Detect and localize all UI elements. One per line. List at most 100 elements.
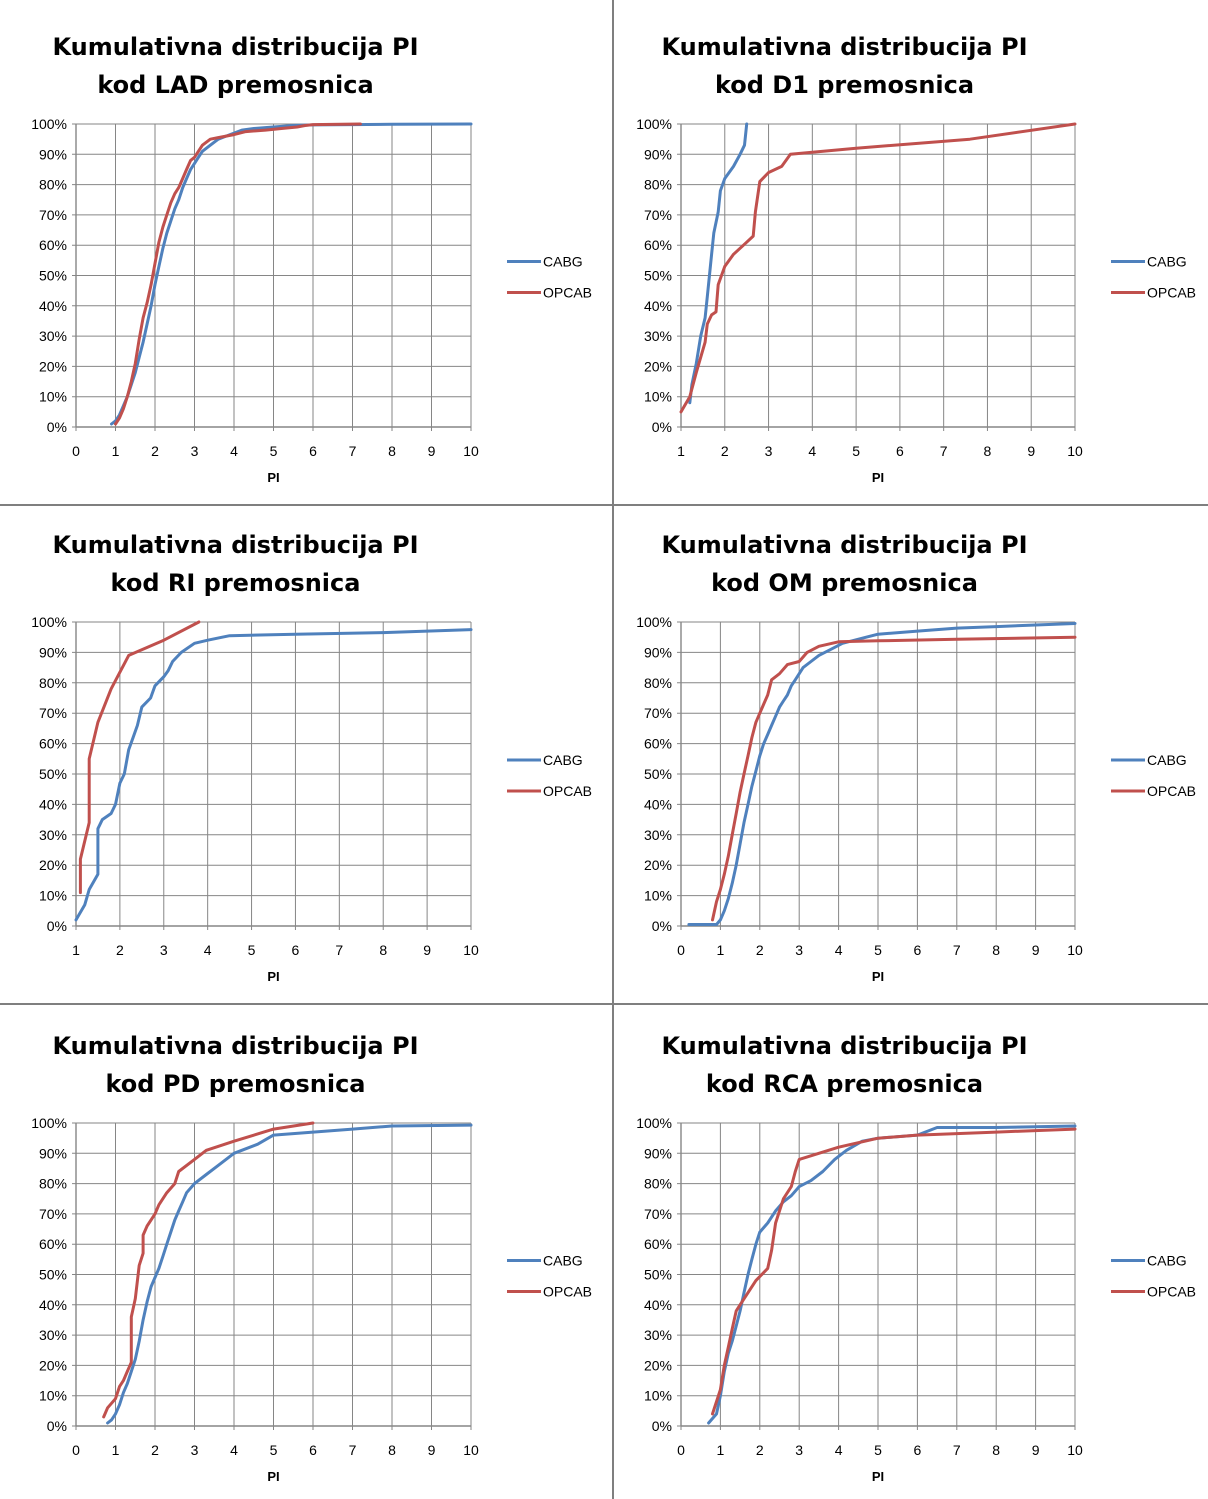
x-tick-label: 8 [379, 942, 387, 958]
y-tick-label: 90% [39, 1145, 67, 1161]
x-tick-label: 8 [388, 1442, 396, 1458]
x-tick-label: 10 [463, 1442, 479, 1458]
x-tick-label: 3 [191, 1442, 199, 1458]
y-tick-label: 50% [39, 1267, 67, 1283]
x-tick-label: 7 [349, 1442, 357, 1458]
chart-ri: Kumulativna distribucija PI kod RI premo… [0, 506, 612, 1003]
x-tick-label: 4 [230, 1442, 238, 1458]
series-line-cabg [110, 122, 473, 426]
y-tick-label: 70% [644, 207, 672, 223]
y-tick-label: 30% [644, 1327, 672, 1343]
y-tick-label: 0% [652, 918, 672, 934]
y-tick-label: 20% [644, 857, 672, 873]
x-tick-label: 5 [852, 443, 860, 459]
x-tick-label: 2 [116, 942, 124, 958]
y-tick-label: 60% [39, 736, 67, 752]
chart-plot: 0 1 2 3 4 5 6 7 8 9 100%10%20%30%40%50%60%70%80%90… [31, 116, 592, 485]
y-tick-label: 40% [39, 298, 67, 314]
x-tick-label: 4 [808, 443, 816, 459]
y-tick-label: 80% [644, 675, 672, 691]
y-tick-label: 20% [644, 1357, 672, 1373]
x-tick-label: 9 [423, 942, 431, 958]
y-tick-label: 40% [644, 796, 672, 812]
y-tick-label: 50% [39, 766, 67, 782]
x-tick-label: 10 [1067, 443, 1083, 459]
y-tick-label: 40% [39, 796, 67, 812]
x-tick-label: 4 [835, 1442, 843, 1458]
legend-label: CABG [543, 1253, 583, 1269]
x-tick-label: 2 [151, 1442, 159, 1458]
x-tick-label: 9 [428, 443, 436, 459]
chart-om: Kumulativna distribucija PI kod OM premo… [614, 506, 1208, 1003]
y-tick-label: 60% [644, 736, 672, 752]
x-tick-label: 8 [388, 443, 396, 459]
y-tick-label: 10% [39, 1388, 67, 1404]
y-tick-label: 100% [636, 614, 672, 630]
x-tick-label: 5 [874, 1442, 882, 1458]
x-tick-label: 3 [795, 1442, 803, 1458]
y-tick-label: 20% [644, 358, 672, 374]
x-tick-label: 10 [463, 942, 479, 958]
x-tick-label: 6 [309, 443, 317, 459]
y-tick-label: 60% [644, 1236, 672, 1252]
x-axis-label: PI [267, 470, 279, 485]
x-tick-label: 1 [717, 942, 725, 958]
x-tick-label: 8 [992, 942, 1000, 958]
x-tick-label: 3 [795, 942, 803, 958]
x-tick-label: 0 [677, 1442, 685, 1458]
y-tick-label: 30% [39, 827, 67, 843]
chart-title: Kumulativna distribucija PI kod LAD prem… [52, 33, 419, 99]
y-tick-label: 10% [644, 888, 672, 904]
chart-lad: Kumulativna distribucija PI kod LAD prem… [0, 0, 612, 504]
x-tick-label: 8 [992, 1442, 1000, 1458]
chart-plot: 0 1 2 3 4 5 6 7 8 9 100%10%20%30%40%50%60%70%80%90… [636, 614, 1196, 984]
x-tick-label: 1 [72, 942, 80, 958]
chart-plot: 1 2 3 4 5 6 7 8 9 100%10%20%30%40%50%60%70%80%90%… [31, 614, 592, 984]
series-line-cabg [106, 1123, 473, 1425]
y-tick-label: 80% [39, 177, 67, 193]
x-tick-label: 7 [335, 942, 343, 958]
y-tick-label: 10% [39, 389, 67, 405]
x-tick-label: 1 [677, 443, 685, 459]
chart-d1: Kumulativna distribucija PI kod D1 premo… [614, 0, 1208, 504]
y-tick-label: 80% [39, 1176, 67, 1192]
y-tick-label: 40% [39, 1297, 67, 1313]
x-tick-label: 2 [756, 1442, 764, 1458]
x-tick-label: 6 [914, 942, 922, 958]
x-tick-label: 3 [160, 942, 168, 958]
y-tick-label: 40% [644, 1297, 672, 1313]
series-line-cabg [74, 628, 473, 922]
y-tick-label: 80% [644, 1176, 672, 1192]
x-tick-label: 1 [112, 443, 120, 459]
y-tick-label: 90% [644, 1145, 672, 1161]
x-tick-label: 2 [151, 443, 159, 459]
x-tick-label: 10 [1067, 942, 1083, 958]
y-tick-label: 20% [39, 857, 67, 873]
series-line-cabg [687, 622, 1077, 926]
y-tick-label: 70% [39, 705, 67, 721]
legend-label: CABG [1147, 254, 1187, 270]
x-tick-label: 8 [984, 443, 992, 459]
x-axis-label: PI [267, 1469, 279, 1484]
x-tick-label: 0 [72, 1442, 80, 1458]
y-tick-label: 0% [652, 1418, 672, 1434]
x-tick-label: 3 [765, 443, 773, 459]
x-tick-label: 9 [1032, 1442, 1040, 1458]
x-tick-label: 5 [874, 942, 882, 958]
chart-title: Kumulativna distribucija PI kod RCA prem… [661, 1032, 1028, 1098]
y-tick-label: 100% [31, 116, 67, 132]
chart-plot: 0 1 2 3 4 5 6 7 8 9 100%10%20%30%40%50%60%70%80%90… [31, 1115, 592, 1484]
y-tick-label: 50% [644, 1267, 672, 1283]
legend-label: OPCAB [543, 783, 592, 799]
x-tick-label: 4 [204, 942, 212, 958]
series-line-opcab [711, 1127, 1077, 1416]
chart-title: Kumulativna distribucija PI kod OM premo… [661, 531, 1028, 597]
legend-label: CABG [1147, 1253, 1187, 1269]
x-tick-label: 2 [721, 443, 729, 459]
y-tick-label: 70% [39, 207, 67, 223]
y-tick-label: 0% [47, 918, 67, 934]
chart-title: Kumulativna distribucija PI kod RI premo… [52, 531, 419, 597]
x-tick-label: 9 [428, 1442, 436, 1458]
x-axis-label: PI [872, 470, 884, 485]
